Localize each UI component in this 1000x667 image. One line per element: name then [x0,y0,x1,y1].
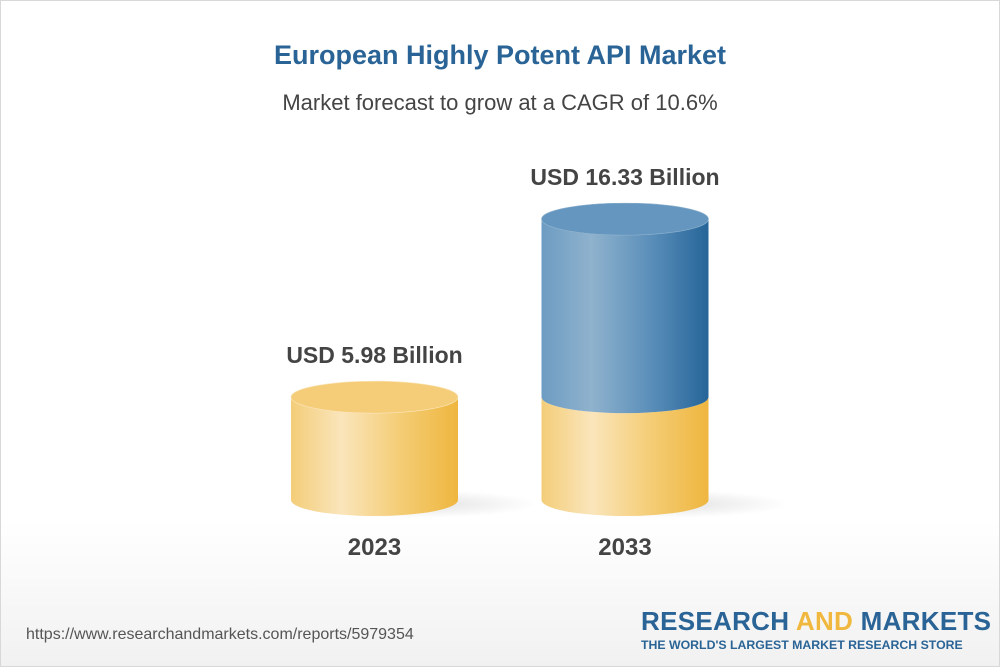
chart-title: European Highly Potent API Market [273,40,727,70]
cylinder-base-segment [291,397,459,516]
source-url[interactable]: https://www.researchandmarkets.com/repor… [26,626,414,643]
cylinder-top [541,202,709,236]
cylinder-top [290,380,459,414]
cylinder-growth-segment [541,219,709,414]
data-label: USD 16.33 Billion [530,164,719,190]
research-and-markets-logo: RESEARCH AND MARKETS THE WORLD'S LARGEST… [641,606,992,652]
chart-subtitle: Market forecast to grow at a CAGR of 10.… [282,90,718,115]
category-label: 2023 [348,534,401,561]
category-label: 2033 [598,534,651,561]
data-label: USD 5.98 Billion [286,342,462,368]
cylinder-base-segment [541,397,709,516]
